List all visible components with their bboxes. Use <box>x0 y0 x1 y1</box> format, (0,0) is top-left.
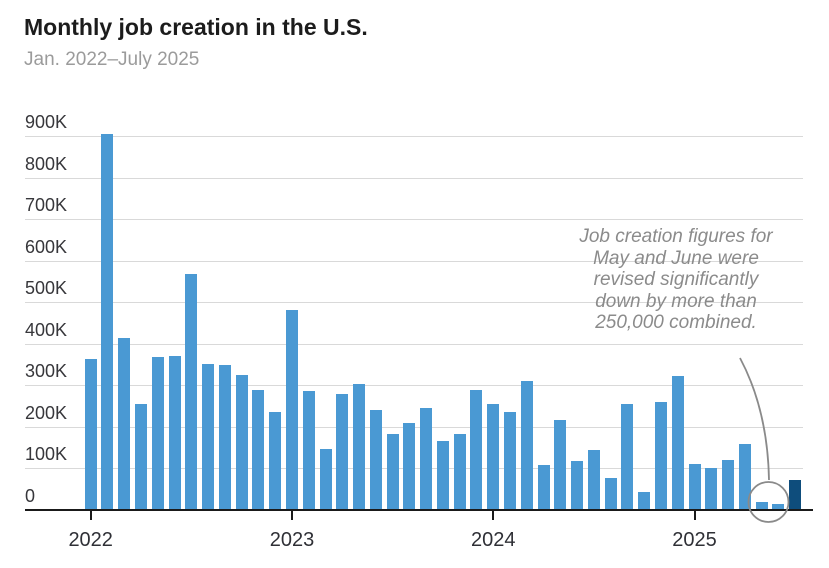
chart-title: Monthly job creation in the U.S. <box>24 14 368 40</box>
x-axis-tick-2025 <box>693 511 696 520</box>
gridline-500K <box>25 302 803 304</box>
annotation-line: May and June were <box>593 247 759 269</box>
bar-feb-2022 <box>101 134 114 510</box>
bar-apr-2025 <box>738 444 751 510</box>
bar-may-2022 <box>151 357 164 510</box>
bar-oct-2024 <box>638 491 651 510</box>
bar-dec-2024 <box>671 375 684 510</box>
bar-mar-2025 <box>722 460 735 510</box>
x-axis-label-2024: 2024 <box>471 529 516 551</box>
y-axis-label-400K: 400K <box>25 319 68 340</box>
bar-dec-2023 <box>470 389 483 510</box>
bar-sep-2024 <box>621 404 634 510</box>
bar-nov-2022 <box>252 389 265 510</box>
x-axis-label-2022: 2022 <box>68 529 113 551</box>
bar-apr-2022 <box>135 404 148 510</box>
x-axis-tick-2024 <box>492 511 495 520</box>
y-axis-label-0: 0 <box>25 486 36 506</box>
bar-apr-2023 <box>336 394 349 510</box>
y-axis-label-700K: 700K <box>25 195 68 216</box>
bar-jun-2023 <box>369 410 382 510</box>
gridline-300K <box>25 385 803 387</box>
x-axis-label-2023: 2023 <box>269 529 315 551</box>
bar-may-2024 <box>554 420 567 510</box>
bar-mar-2024 <box>520 381 533 510</box>
y-axis-label-100K: 100K <box>25 444 68 465</box>
x-axis-tick-2022 <box>89 511 92 520</box>
bar-nov-2023 <box>453 434 466 510</box>
y-axis-label-900K: 900K <box>25 112 68 132</box>
bar-feb-2025 <box>705 467 718 510</box>
bar-sep-2022 <box>218 364 231 510</box>
y-axis-label-600K: 600K <box>25 236 68 257</box>
annotation-line: revised significantly <box>593 269 759 291</box>
bar-jan-2024 <box>487 403 500 510</box>
bar-feb-2024 <box>504 411 517 510</box>
bar-jul-2025 <box>789 479 802 510</box>
bar-aug-2022 <box>202 363 215 510</box>
bar-jul-2022 <box>185 273 198 510</box>
gridline-600K <box>25 260 803 262</box>
y-axis-label-200K: 200K <box>25 402 68 423</box>
bar-jul-2024 <box>587 450 600 510</box>
annotation-line: 250,000 combined. <box>595 312 757 334</box>
bar-jul-2023 <box>386 433 399 510</box>
bar-jan-2022 <box>84 358 97 510</box>
bar-oct-2022 <box>235 375 248 510</box>
gridline-800K <box>25 177 803 179</box>
annotation-line: down by more than <box>595 290 757 312</box>
bar-aug-2024 <box>604 477 617 510</box>
bar-dec-2022 <box>269 412 282 510</box>
bar-jun-2024 <box>571 460 584 510</box>
bar-sep-2023 <box>420 407 433 510</box>
y-axis-label-500K: 500K <box>25 278 68 299</box>
bar-jan-2025 <box>688 463 701 510</box>
bar-jun-2022 <box>168 356 181 510</box>
bar-jan-2023 <box>285 309 298 510</box>
gridline-700K <box>25 219 803 221</box>
bar-apr-2024 <box>537 465 550 510</box>
bar-oct-2023 <box>436 441 449 510</box>
bar-nov-2024 <box>654 401 667 510</box>
bar-feb-2023 <box>302 390 315 510</box>
gridline-400K <box>25 343 803 345</box>
y-axis-label-800K: 800K <box>25 153 68 174</box>
revision-annotation: Job creation figures for May and June wer… <box>546 226 806 334</box>
x-axis-line <box>25 509 813 511</box>
plot-area <box>25 134 803 510</box>
gridline-900K <box>25 136 803 137</box>
bar-aug-2023 <box>403 422 416 510</box>
annotation-line: Job creation figures for <box>579 226 773 247</box>
chart-subtitle: Jan. 2022–July 2025 <box>24 49 200 70</box>
x-axis-label-2025: 2025 <box>672 529 717 551</box>
bar-mar-2022 <box>118 337 131 510</box>
y-axis-label-300K: 300K <box>25 361 68 382</box>
x-axis-tick-2023 <box>290 511 293 520</box>
bar-mar-2023 <box>319 449 332 510</box>
bar-may-2023 <box>353 384 366 510</box>
